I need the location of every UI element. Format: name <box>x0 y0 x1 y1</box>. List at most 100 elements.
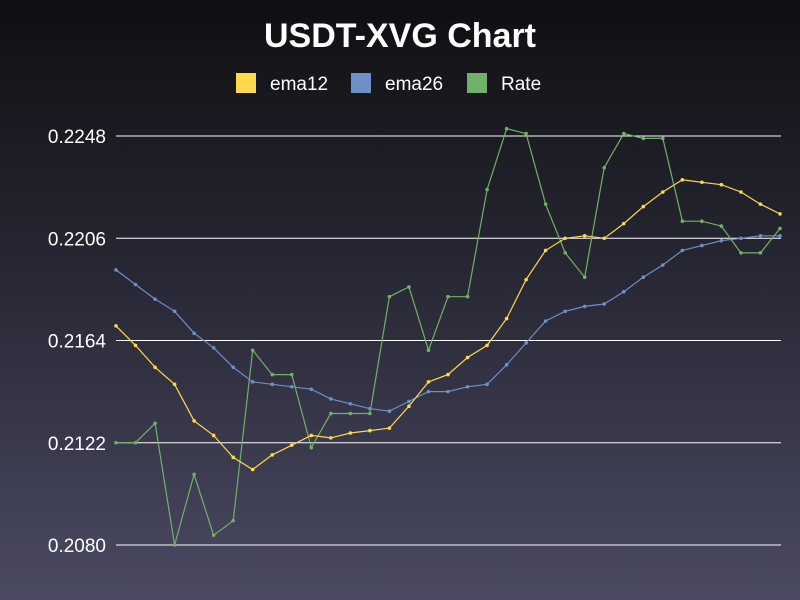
data-point <box>407 404 411 409</box>
data-point <box>426 389 431 394</box>
data-point <box>602 236 607 241</box>
series-rate <box>114 126 782 547</box>
data-point <box>172 309 177 314</box>
data-point <box>250 467 255 472</box>
data-point <box>563 236 567 241</box>
data-point <box>153 421 157 426</box>
data-point <box>211 533 216 538</box>
data-point <box>368 406 372 411</box>
data-point <box>446 294 450 299</box>
data-point <box>465 384 470 389</box>
legend: ema12 ema26 Rate <box>236 73 541 95</box>
data-point <box>641 275 646 280</box>
data-point <box>543 202 548 206</box>
data-point <box>621 131 626 136</box>
data-point <box>543 319 548 323</box>
data-point <box>211 346 216 350</box>
data-point <box>250 380 255 384</box>
series-line <box>116 127 781 546</box>
data-point <box>348 401 353 406</box>
data-point <box>231 518 235 523</box>
y-axis: 0.2248 0.2206 0.2164 0.2122 0.2080 <box>48 127 107 557</box>
data-point <box>778 226 782 231</box>
data-point <box>309 445 314 450</box>
data-point <box>153 297 157 301</box>
data-point <box>192 419 196 423</box>
data-point <box>719 224 724 228</box>
data-point <box>465 294 470 299</box>
data-point <box>739 251 743 255</box>
series-layer <box>114 126 782 547</box>
data-point <box>426 348 431 353</box>
data-point <box>778 212 782 216</box>
legend-label: ema26 <box>385 74 443 95</box>
data-point <box>231 455 235 460</box>
y-tick-label: 0.2122 <box>48 434 106 455</box>
data-point <box>348 411 353 416</box>
data-point <box>407 285 411 289</box>
series-ema12 <box>114 178 782 472</box>
data-point <box>153 365 157 370</box>
data-point <box>700 219 704 224</box>
data-point <box>778 234 782 238</box>
data-point <box>231 365 235 370</box>
data-point <box>114 268 118 272</box>
data-point <box>172 543 177 547</box>
data-point <box>563 309 567 314</box>
data-point <box>133 440 138 445</box>
data-point <box>270 372 275 377</box>
data-point <box>289 443 294 447</box>
data-point <box>192 472 196 477</box>
data-point <box>485 382 489 387</box>
data-point <box>582 275 587 280</box>
data-point <box>504 126 509 131</box>
data-point <box>582 304 587 309</box>
data-point <box>485 343 489 348</box>
series-ema26 <box>114 234 782 413</box>
data-point <box>661 190 665 194</box>
data-point <box>348 431 353 435</box>
data-point <box>739 190 743 194</box>
legend-label: ema12 <box>270 74 328 95</box>
data-point <box>172 382 177 387</box>
data-point <box>485 187 489 192</box>
data-point <box>641 204 646 209</box>
data-point <box>446 389 450 394</box>
chart-title: USDT-XVG Chart <box>264 17 536 55</box>
data-point <box>329 397 333 401</box>
data-point <box>289 372 294 377</box>
data-point <box>700 243 704 248</box>
data-point <box>446 372 450 377</box>
data-point <box>329 411 333 416</box>
data-point <box>329 436 333 440</box>
data-point <box>465 355 470 360</box>
data-point <box>602 302 607 306</box>
data-point <box>758 251 763 255</box>
data-point <box>680 178 685 182</box>
data-point <box>250 348 255 353</box>
y-tick-label: 0.2080 <box>48 536 106 557</box>
data-point <box>368 411 372 416</box>
y-tick-label: 0.2164 <box>48 332 107 353</box>
data-point <box>192 331 196 335</box>
data-point <box>758 234 763 238</box>
data-point <box>309 387 314 391</box>
data-point <box>270 382 275 387</box>
legend-swatch <box>467 73 487 93</box>
data-point <box>661 136 665 141</box>
data-point <box>387 294 392 299</box>
series-line <box>115 179 781 471</box>
data-point <box>621 221 626 226</box>
data-point <box>426 380 431 384</box>
data-point <box>719 182 724 187</box>
data-point <box>661 263 665 267</box>
data-point <box>309 433 314 438</box>
data-point <box>289 384 294 389</box>
y-tick-label: 0.2248 <box>48 127 106 148</box>
data-point <box>270 453 275 457</box>
data-point <box>524 341 528 345</box>
data-point <box>719 238 724 243</box>
data-point <box>700 180 704 185</box>
data-point <box>543 248 548 253</box>
